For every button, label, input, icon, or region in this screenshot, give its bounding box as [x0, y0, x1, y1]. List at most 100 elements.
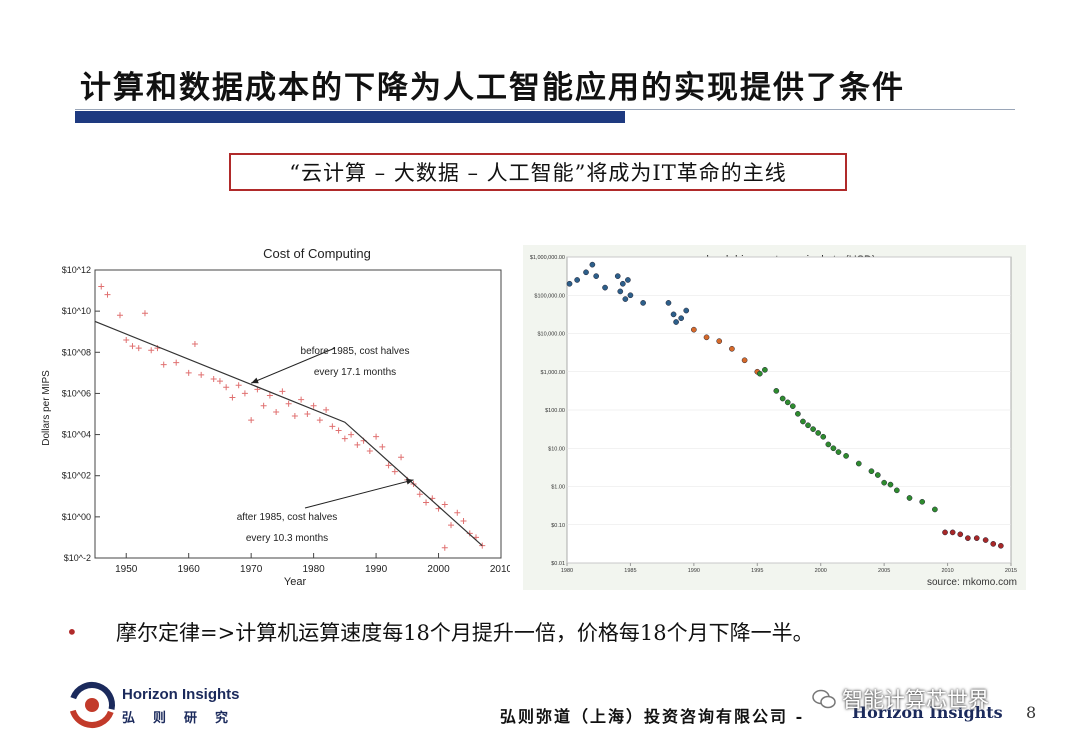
chart2-data-point-red [990, 541, 997, 547]
chart1-ylabel: Dollars per MIPS [41, 370, 52, 446]
chart1-data-point [441, 544, 448, 551]
chart2-data-point-green [932, 506, 938, 513]
chart1-data-point [116, 312, 123, 319]
chart1-data-point [454, 509, 461, 516]
chart2-data-point-red [998, 542, 1004, 549]
horizon-logo-icon [69, 682, 115, 728]
chart2-data-point-green [779, 395, 786, 402]
chart1-data-point [104, 291, 111, 298]
chart2-data-point-green [795, 410, 801, 417]
chart1-data-point [316, 417, 323, 424]
chart2-data-point-blue [617, 288, 624, 295]
chart2-y-tick-label: $1,000.00 [541, 370, 565, 376]
chart2-x-tick-label: 1990 [688, 568, 700, 574]
chart1-data-point [348, 431, 355, 438]
chart2-data-point-red [949, 529, 956, 536]
chart2-x-tick-label: 1985 [624, 568, 636, 574]
watermark-text: 智能计算芯世界 [842, 688, 989, 712]
chart1-data-point [141, 310, 148, 317]
chart2-data-point-orange [703, 334, 710, 341]
chart1-y-tick-label: $10^00 [62, 512, 91, 522]
chart1-data-point [216, 378, 223, 385]
chart1-data-point [366, 448, 373, 455]
chart2-data-point-red [942, 529, 948, 536]
chart2-data-point-orange [691, 326, 697, 333]
chart1-data-point [191, 341, 198, 348]
chart2-data-point-green [820, 433, 827, 440]
chart2-data-point-green [835, 449, 842, 455]
chart1-data-point [441, 501, 448, 508]
chart1-plot-frame [94, 269, 502, 559]
chart2-data-point-orange [729, 345, 735, 352]
chart1-data-point [335, 427, 342, 434]
chart2-data-point-orange [716, 338, 723, 345]
chart2-y-tick-label: $10.00 [548, 446, 565, 452]
chart2-x-tick-label: 2005 [878, 568, 890, 574]
chart2-data-point-blue [622, 296, 629, 302]
chart1-x-tick-label: 2010 [490, 564, 510, 575]
chart1-data-point [266, 392, 273, 399]
chart2-data-point-blue [589, 261, 596, 268]
chart2-data-point-green [881, 479, 887, 486]
chart2-data-point-red [973, 535, 980, 541]
chart2-x-tick-label: 2000 [815, 568, 827, 574]
chart1-y-tick-label: $10^-2 [64, 553, 91, 563]
bullet-text: 摩尔定律=>计算机运算速度每18个月提升一倍，价格每18个月下降一半。 [116, 621, 814, 645]
chart2-x-tick-label: 2015 [1005, 568, 1017, 574]
chart1-data-point [210, 376, 217, 383]
chart1-y-tick-label: $10^12 [62, 265, 91, 275]
chart2-y-tick-label: $0.10 [551, 523, 565, 529]
chart2-data-point-red [982, 537, 989, 543]
footer-brand: Horizon Insights [852, 703, 1003, 722]
chart1-data-point [285, 400, 292, 407]
chart1-data-point [385, 462, 392, 469]
chart2-data-point-green [784, 399, 791, 406]
chart2-data-point-green [756, 370, 763, 377]
chart2-data-point-blue [566, 280, 573, 287]
chart2-data-point-blue [614, 273, 621, 279]
chart1-data-point [235, 382, 242, 389]
chart1-data-point [416, 491, 423, 498]
chart1-data-point [98, 283, 105, 290]
chart1-data-point [148, 347, 155, 354]
chart1-x-tick-label: 1980 [302, 564, 325, 575]
headline-text: “云计算 – 大数据 – 人工智能”将成为IT革命的主线 [289, 161, 787, 185]
chart1-annotation-arrowhead [251, 377, 259, 384]
chart1-data-point [223, 384, 230, 391]
chart2-y-tick-label: $1.00 [551, 485, 565, 491]
chart1-data-point [248, 417, 255, 424]
chart2-y-tick-label: $100.00 [545, 408, 565, 414]
chart1-annotation-text: every 17.1 months [314, 367, 396, 378]
chart1-y-tick-label: $10^08 [62, 347, 91, 357]
chart2-data-point-green [887, 481, 894, 488]
bullet-dot: • [66, 620, 78, 644]
chart1-annotation-text: every 10.3 months [246, 533, 328, 544]
chart1-data-point [198, 371, 205, 378]
chart1-y-tick-label: $10^06 [62, 388, 91, 398]
chart1-annotation-arrow [304, 479, 414, 509]
logo-english: Horizon Insights [122, 686, 240, 703]
chart1-y-tick-label: $10^02 [62, 471, 91, 481]
chart1-data-point [241, 390, 248, 397]
chart1-data-point [479, 542, 486, 549]
chart2-data-point-blue [678, 315, 685, 322]
chart2-data-point-blue [593, 273, 600, 279]
chart1-annotation-arrow [250, 347, 336, 384]
chart2-data-point-green [810, 426, 816, 432]
footer-logo: Horizon Insights 弘则研究 [68, 680, 268, 730]
chart2-y-tick-label: $100,000.00 [534, 293, 565, 299]
footer-company: 弘则弥道（上海）投资咨询有限公司 - [500, 707, 805, 726]
chart2-data-point-blue [640, 300, 646, 306]
chart1-data-point [173, 359, 180, 366]
chart2-data-point-green [825, 441, 832, 448]
chart2-y-tick-label: $10,000.00 [537, 332, 565, 338]
watermark: 智能计算芯世界 [812, 684, 989, 714]
headline-box: “云计算 – 大数据 – 人工智能”将成为IT革命的主线 [229, 153, 847, 191]
chart2-y-tick-label: $0.01 [551, 561, 565, 567]
chart2-data-point-blue [670, 311, 677, 318]
chart2-data-point-green [800, 418, 806, 425]
chart2-data-point-blue [665, 300, 672, 306]
chart2-data-point-blue [583, 269, 589, 276]
chart1-data-point [129, 343, 136, 350]
logo-chinese: 弘则研究 [122, 711, 247, 726]
